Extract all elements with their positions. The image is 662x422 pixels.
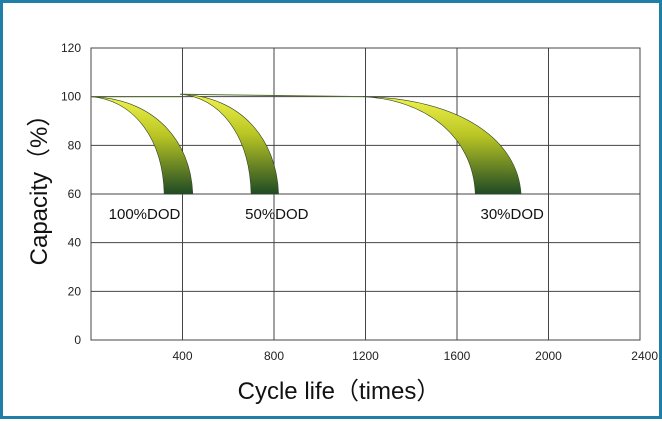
- y-tick-label: 80: [68, 138, 82, 152]
- grid: [90, 47, 641, 341]
- x-axis-title: Cycle life（times）: [238, 378, 441, 405]
- y-tick-label: 60: [68, 187, 82, 201]
- capacity-cycle-life-chart: 100%DOD 50%DOD 30%DOD 0 20 40 60 80 100 120 400 80…: [26, 41, 658, 405]
- y-tick-label: 20: [68, 284, 82, 298]
- x-tick-label: 2400: [631, 349, 658, 363]
- band-label-3: 30%DOD: [480, 206, 544, 223]
- y-tick-label: 100: [61, 90, 81, 104]
- y-tick-label: 0: [74, 333, 81, 347]
- x-tick-label: 1600: [444, 349, 471, 363]
- y-axis-title: Capacity（%）: [26, 103, 53, 266]
- capacity-baseline-2: [180, 93, 364, 98]
- y-tick-label: 40: [68, 236, 82, 250]
- dod-band-3: [363, 96, 522, 195]
- y-tick-label: 120: [61, 41, 81, 55]
- band-label-1: 100%DOD: [109, 206, 181, 223]
- band-label-2: 50%DOD: [245, 206, 309, 223]
- x-tick-label: 800: [264, 349, 284, 363]
- x-tick-label: 2000: [535, 349, 562, 363]
- x-tick-label: 1200: [352, 349, 379, 363]
- dod-bands: 100%DOD 50%DOD 30%DOD: [90, 93, 544, 223]
- tick-labels: 0 20 40 60 80 100 120 400 800 1200 1600 2000 2400: [61, 41, 658, 363]
- x-tick-label: 400: [172, 349, 192, 363]
- dod-band-2: [180, 93, 279, 195]
- dod-band-1: [90, 96, 194, 195]
